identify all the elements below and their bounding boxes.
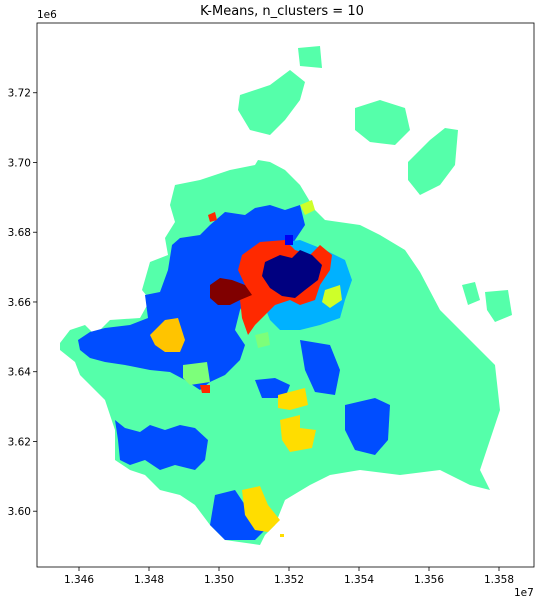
x-tick-label: 1.354 xyxy=(344,574,374,586)
x-offset-label: 1e7 xyxy=(514,587,534,599)
region-blue-east-a xyxy=(300,340,340,395)
region-red-small-b xyxy=(200,385,210,393)
y-tick-label: 3.62 xyxy=(8,436,31,448)
region-lime-d xyxy=(255,332,270,348)
region-yellow-south-a xyxy=(278,388,308,410)
region-darkred xyxy=(210,278,252,305)
cluster-map xyxy=(60,46,512,545)
y-tick-label: 3.70 xyxy=(8,157,31,169)
region-island-e-a xyxy=(462,282,480,305)
region-yellow-south-c xyxy=(242,486,280,532)
region-navy-core xyxy=(262,250,322,298)
chart-title: K-Means, n_clusters = 10 xyxy=(200,4,364,19)
region-blue-east-b xyxy=(345,398,390,455)
y-tick-label: 3.72 xyxy=(8,88,31,100)
region-island-ne-a xyxy=(355,100,410,145)
y-tick-label: 3.60 xyxy=(8,506,31,518)
region-blue-mid xyxy=(255,378,290,398)
x-tick-label: 1.350 xyxy=(204,574,234,586)
region-yellow-south-b xyxy=(280,415,316,452)
region-yellow-west xyxy=(150,318,185,352)
x-tick-label: 1.352 xyxy=(274,574,304,586)
x-tick-label: 1.358 xyxy=(484,574,514,586)
region-island-e-b xyxy=(485,290,512,322)
y-tick-label: 3.66 xyxy=(8,297,32,309)
region-navy-north xyxy=(285,235,293,245)
region-island-north xyxy=(238,70,305,135)
y-axis: 3.60 3.62 3.64 3.66 3.68 3.70 3.72 xyxy=(8,88,37,518)
region-lime-a xyxy=(183,362,210,385)
region-blue-south-a xyxy=(115,420,208,470)
region-island-north-small xyxy=(298,46,322,68)
x-tick-label: 1.348 xyxy=(134,574,164,586)
x-tick-label: 1.346 xyxy=(64,574,94,586)
region-blue-south-b xyxy=(210,490,265,540)
region-lime-b xyxy=(322,285,342,308)
y-offset-label: 1e6 xyxy=(37,9,57,21)
region-lime-c xyxy=(300,200,315,215)
y-tick-label: 3.68 xyxy=(8,227,31,239)
x-axis: 1.346 1.348 1.350 1.352 1.354 1.356 1.358 xyxy=(64,567,514,586)
y-tick-label: 3.64 xyxy=(8,367,32,379)
x-tick-label: 1.356 xyxy=(414,574,444,586)
region-yellow-dot xyxy=(280,534,284,537)
region-red-small-a xyxy=(208,212,217,222)
region-island-ne-b xyxy=(408,128,458,195)
